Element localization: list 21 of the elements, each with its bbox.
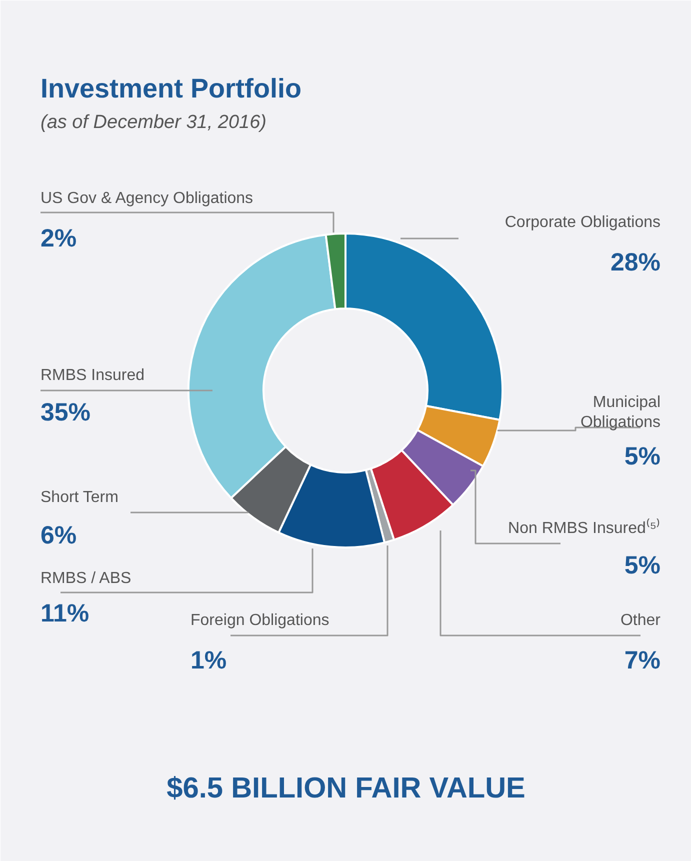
data-label: 2% xyxy=(40,224,77,252)
slice-label: Non RMBS Insured⁽⁵⁾ xyxy=(508,518,660,537)
slice-label: Short Term xyxy=(40,489,118,506)
slice-label: Other xyxy=(620,612,662,629)
slice-label: Municipal Obligations xyxy=(580,394,661,431)
slice-label: RMBS / ABS xyxy=(40,570,132,587)
text: $6.5 BILLION FAIR VALUE xyxy=(166,772,526,804)
data-label: 5% xyxy=(624,552,661,580)
data-label: 28% xyxy=(610,248,661,276)
slice-label: US Gov & Agency Obligations xyxy=(40,190,254,207)
data-label: 6% xyxy=(40,522,77,550)
chart-subtitle: (as of December 31, 2016) xyxy=(40,112,267,133)
data-label: 35% xyxy=(40,398,91,426)
chart-title: Investment Portfolio xyxy=(40,74,302,104)
data-label: 5% xyxy=(624,442,661,470)
slice-label: Corporate Obligations xyxy=(504,214,660,231)
slice-label: Foreign Obligations xyxy=(190,612,330,629)
data-label: 11% xyxy=(40,600,90,628)
slice-label: RMBS Insured xyxy=(40,367,145,384)
data-label: 1% xyxy=(190,646,227,674)
data-label: 7% xyxy=(624,646,661,674)
